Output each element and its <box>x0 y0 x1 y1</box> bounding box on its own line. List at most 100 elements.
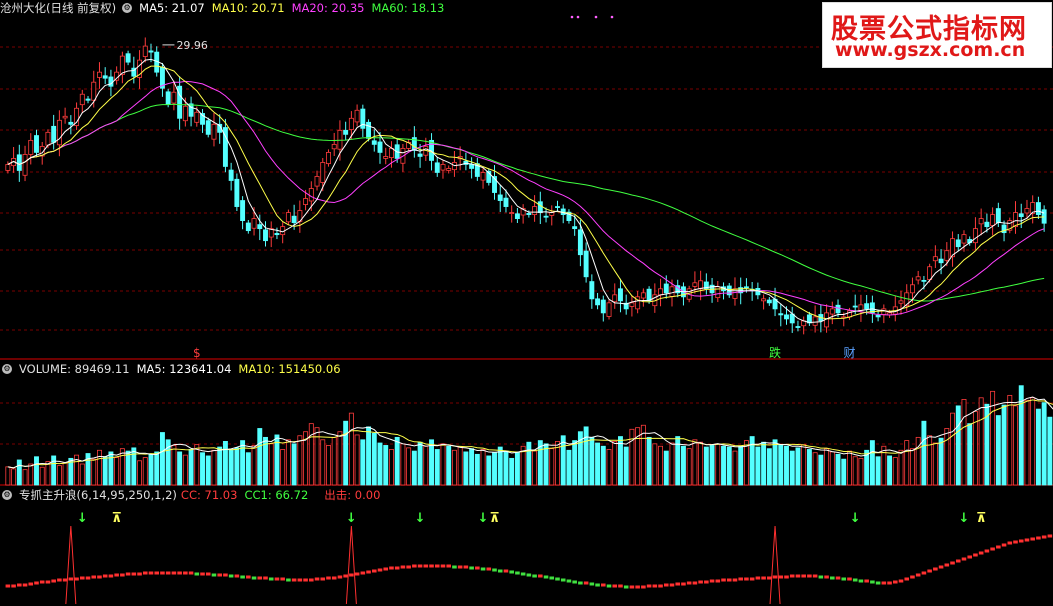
marker-dot <box>610 15 614 19</box>
volume-bar <box>572 440 578 486</box>
volume-bar <box>841 458 847 486</box>
candle <box>692 282 698 287</box>
gear-icon[interactable]: ⚙ <box>2 364 12 374</box>
volume-bar <box>188 449 194 486</box>
candle <box>869 302 875 314</box>
cc-segment <box>749 577 755 581</box>
volume-bar <box>686 448 692 486</box>
cc-segment <box>738 577 743 581</box>
cc-segment <box>904 577 910 581</box>
volume-bar <box>932 442 938 486</box>
candle <box>950 238 955 258</box>
volume-bar <box>577 431 583 486</box>
candle <box>177 85 183 119</box>
cc-segment <box>377 568 383 572</box>
cc-segment <box>543 575 549 579</box>
volume-bar <box>835 453 841 486</box>
cc-segment <box>1001 543 1007 547</box>
cc-segment <box>74 577 79 581</box>
volume-bar <box>789 450 795 486</box>
cc-segment <box>560 578 566 582</box>
cc-segment <box>973 553 978 557</box>
candle <box>34 135 39 153</box>
gear-icon[interactable]: ⚙ <box>2 490 12 500</box>
volume-bar <box>165 439 171 486</box>
cc-segment <box>583 581 589 585</box>
volume-bar <box>406 447 412 486</box>
volume-bar <box>967 423 973 486</box>
cc-segment <box>309 578 314 582</box>
volume-bar <box>560 435 566 486</box>
cc-segment <box>1018 539 1024 543</box>
cc-segment <box>864 579 869 583</box>
arrow-marker: ↓ <box>346 511 357 526</box>
cc-segment <box>915 573 921 577</box>
cc-segment <box>452 565 457 569</box>
volume-bar <box>228 449 234 486</box>
volume-bar <box>200 452 205 486</box>
volume-bar <box>371 432 377 486</box>
main-title[interactable]: 沧州大化(日线 前复权) <box>0 1 117 15</box>
cc-segment <box>526 573 532 577</box>
candle <box>108 76 114 87</box>
ma60-label: MA60: 18.13 <box>371 1 445 15</box>
cc-segment <box>755 576 761 580</box>
volume-bar <box>858 457 864 486</box>
candle <box>194 111 200 123</box>
cc-segment <box>62 578 68 582</box>
gear-icon[interactable]: ⚙ <box>122 3 133 13</box>
volume-header: ⚙ VOLUME: 89469.11 MA5: 123641.04 MA10: … <box>0 361 348 377</box>
candle <box>955 239 961 248</box>
cc-segment <box>686 581 692 585</box>
candle <box>600 299 606 314</box>
candle <box>766 299 772 304</box>
cc-segment <box>429 564 434 568</box>
candle <box>97 71 102 78</box>
cc-segment <box>612 584 618 588</box>
cc-segment <box>532 574 537 578</box>
arrow-marker: ↓ <box>77 511 88 526</box>
cc-segment <box>938 565 944 569</box>
cc-segment <box>257 576 263 580</box>
candle <box>898 300 904 304</box>
candle <box>222 127 228 167</box>
volume-bar <box>486 455 492 486</box>
volume-bar <box>652 443 658 486</box>
candle <box>778 313 784 316</box>
cc-segment <box>34 581 39 585</box>
volume-bar <box>658 445 664 486</box>
cc-segment <box>80 576 85 580</box>
volume-bar <box>388 449 394 486</box>
volume-bar <box>583 426 589 486</box>
cc-segment <box>921 571 927 575</box>
volume-bar <box>440 443 446 486</box>
volume-bar <box>709 445 715 486</box>
volume-bar <box>39 466 45 486</box>
candle <box>240 200 246 222</box>
candle <box>658 288 664 296</box>
volume-bar <box>423 445 429 486</box>
candle <box>326 152 331 165</box>
vol-ma5-line <box>7 396 1053 469</box>
volume-bar <box>400 443 406 486</box>
cc-segment <box>646 584 652 588</box>
cc-segment <box>331 576 337 580</box>
candle <box>995 208 1001 224</box>
candle <box>938 258 944 264</box>
volume-bar <box>915 436 921 486</box>
volume-bar <box>497 446 503 486</box>
cc-segment <box>11 584 16 588</box>
volume-bar <box>623 446 629 486</box>
volume-bar <box>1001 404 1007 486</box>
candle <box>881 308 887 315</box>
volume-bar <box>337 431 343 486</box>
cc-segment <box>618 584 623 588</box>
cc-segment <box>148 571 154 575</box>
candle <box>85 98 91 101</box>
volume-bar <box>45 461 51 486</box>
cc-segment <box>108 574 114 578</box>
cc-segment <box>131 572 137 576</box>
volume-bar <box>743 440 749 486</box>
cc-segment <box>623 585 629 589</box>
cc-segment <box>589 582 595 586</box>
